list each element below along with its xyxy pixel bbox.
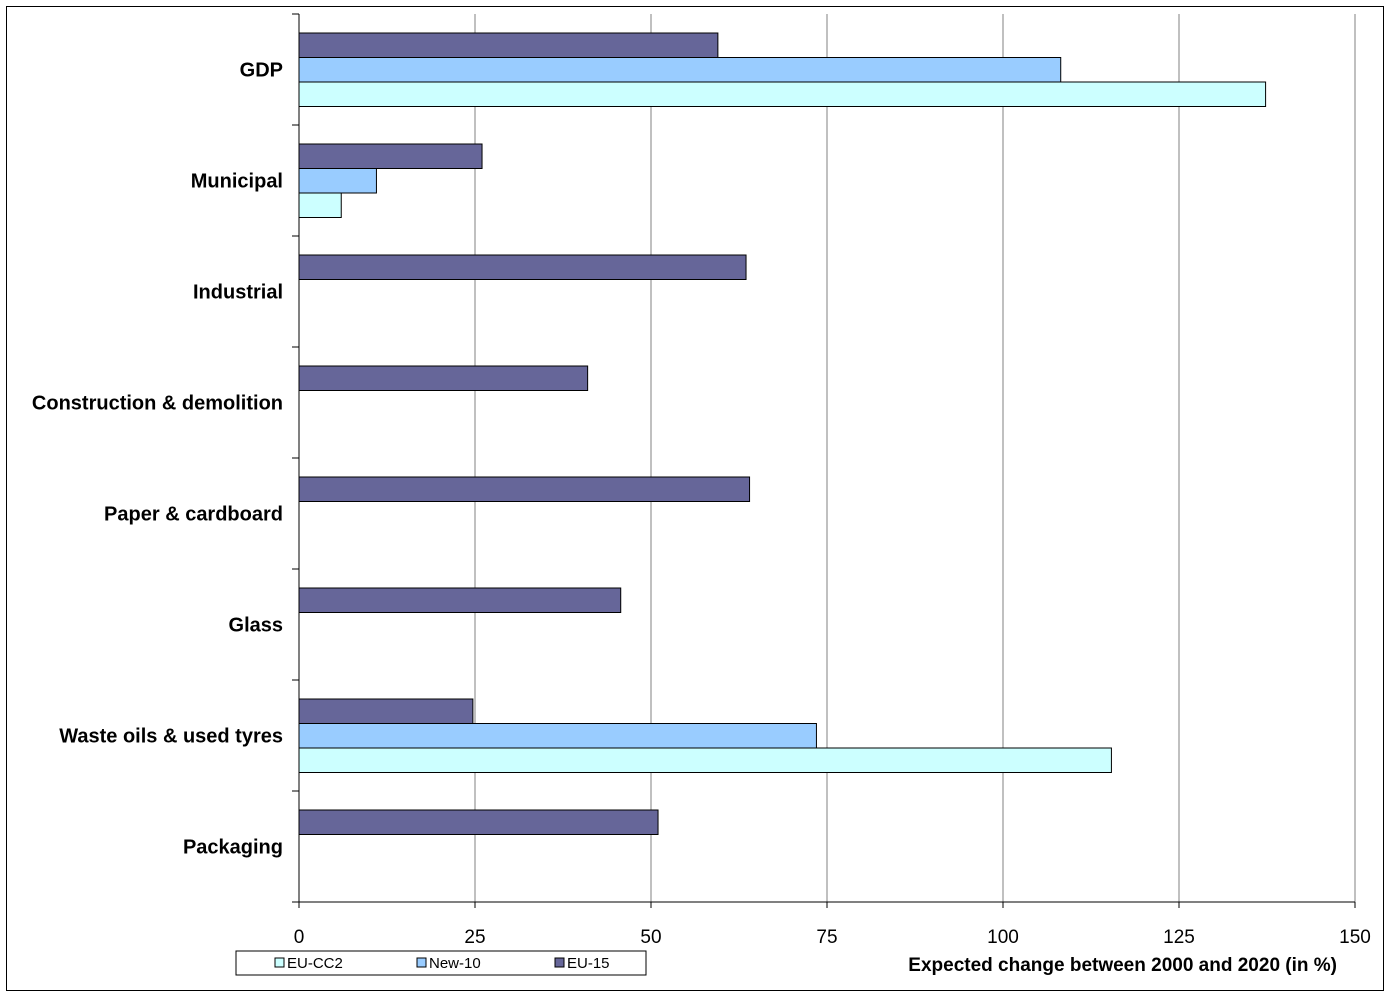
category-label-paper-cardboard: Paper & cardboard	[104, 504, 283, 526]
x-tick-label-100: 100	[987, 927, 1019, 948]
bar-eu-15-packaging	[298, 809, 659, 835]
legend-label-new-10: New-10	[429, 955, 481, 972]
bar-eu-15-gdp	[298, 32, 719, 58]
bar-eu-15-glass	[298, 587, 622, 613]
x-tick-label-50: 50	[640, 927, 661, 948]
x-tick-label-75: 75	[816, 927, 837, 948]
x-tick-label-25: 25	[464, 927, 485, 948]
legend-label-eu-cc2: EU-CC2	[287, 955, 343, 972]
legend: EU-CC2 New-10 EU-15	[235, 950, 647, 976]
legend-swatch-new-10	[416, 957, 427, 968]
bar-eu-cc2-municipal	[298, 192, 342, 218]
bar-new-10-municipal	[298, 168, 377, 194]
bar-eu-15-construction-demolition	[298, 365, 589, 391]
bar-eu-15-industrial	[298, 254, 747, 280]
axes	[292, 13, 1356, 908]
bars	[298, 32, 1267, 835]
category-label-municipal: Municipal	[191, 171, 283, 193]
legend-box	[235, 950, 647, 976]
category-label-waste-oils-used-tyres: Waste oils & used tyres	[59, 726, 283, 748]
category-label-industrial: Industrial	[193, 282, 283, 304]
category-label-packaging: Packaging	[183, 837, 283, 859]
bar-eu-cc2-waste-oils-used-tyres	[298, 747, 1112, 773]
category-label-gdp: GDP	[240, 60, 283, 82]
tick-labels: 0 25 50 75 100 125 150	[294, 927, 1371, 948]
category-labels: GDP Municipal Industrial Construction & dem…	[32, 60, 283, 859]
x-tick-label-125: 125	[1163, 927, 1195, 948]
x-tick-label-0: 0	[294, 927, 305, 948]
bar-new-10-waste-oils-used-tyres	[298, 723, 817, 749]
category-label-construction-demolition: Construction & demolition	[32, 393, 283, 415]
bar-eu-15-waste-oils-used-tyres	[298, 698, 474, 724]
legend-swatch-eu-cc2	[274, 957, 285, 968]
legend-swatch-eu-15	[554, 957, 565, 968]
category-label-glass: Glass	[229, 615, 283, 637]
x-axis-title: Expected change between 2000 and 2020 (i…	[908, 955, 1337, 976]
bar-eu-15-paper-cardboard	[298, 476, 751, 502]
bar-new-10-gdp	[298, 57, 1062, 83]
x-tick-label-150: 150	[1339, 927, 1371, 948]
legend-label-eu-15: EU-15	[567, 955, 610, 972]
bar-eu-15-municipal	[298, 143, 483, 169]
bar-eu-cc2-gdp	[298, 81, 1267, 107]
